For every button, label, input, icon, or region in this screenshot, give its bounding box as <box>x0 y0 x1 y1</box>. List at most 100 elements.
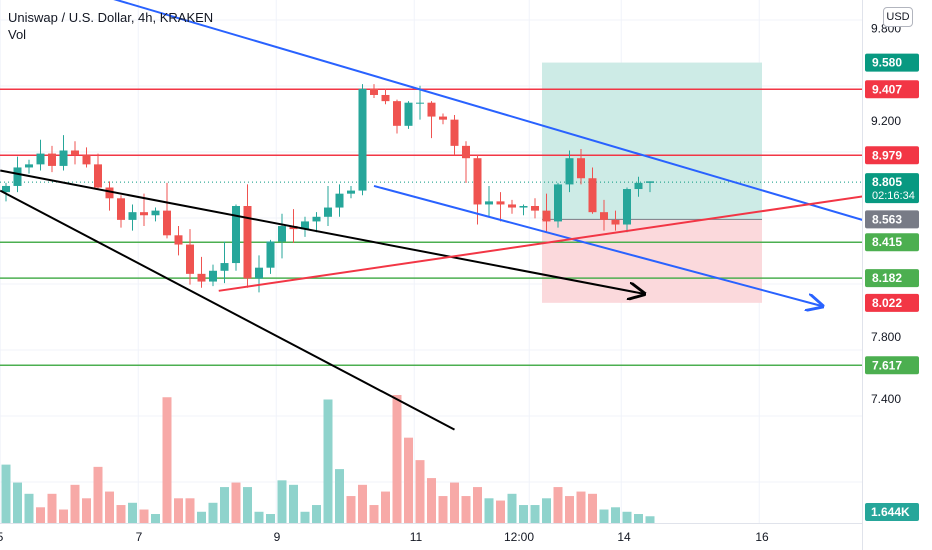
volume-bar <box>197 511 206 523</box>
volume-value-bg <box>865 503 919 521</box>
chart-header: Uniswap / U.S. Dollar, 4h, KRAKEN Vol <box>8 9 213 43</box>
candle <box>577 158 585 179</box>
candle <box>255 267 263 279</box>
volume-bar <box>392 395 402 523</box>
candle <box>496 201 505 205</box>
price-label-countdown: 02:16:34 <box>872 190 915 202</box>
trend-line <box>0 189 455 431</box>
candle <box>128 212 137 220</box>
candle <box>140 212 148 216</box>
volume-bar <box>162 397 172 523</box>
price-label: 8.979 <box>872 148 902 162</box>
candle <box>450 119 459 146</box>
volume-bar <box>323 399 333 523</box>
price-label: 7.617 <box>872 358 902 372</box>
volume-bar <box>128 502 137 523</box>
target-zone <box>542 62 762 220</box>
candle <box>82 155 91 165</box>
volume-bar <box>519 505 528 523</box>
volume-bar <box>622 511 632 523</box>
x-tick-label: 12:00 <box>504 530 534 544</box>
price-label: 9.407 <box>872 82 902 96</box>
volume-bar <box>243 487 252 523</box>
volume-bar <box>277 480 287 523</box>
volume-bar <box>634 514 643 523</box>
volume-bar <box>461 496 471 523</box>
candle <box>48 153 56 166</box>
candle <box>25 164 33 168</box>
currency-button[interactable]: USD <box>883 7 913 27</box>
volume-bar <box>335 469 344 523</box>
volume-bar <box>507 493 517 523</box>
x-tick-label: 5 <box>0 530 4 544</box>
candle <box>439 116 447 120</box>
candle <box>2 185 10 193</box>
plot-area <box>0 0 862 523</box>
candle <box>358 88 367 191</box>
candle <box>151 210 160 216</box>
volume-label[interactable]: Vol <box>8 27 27 42</box>
y-tick-label: 7.400 <box>871 392 901 406</box>
price-label-bg <box>865 80 919 99</box>
volume-bar <box>254 511 264 523</box>
candle <box>324 207 332 217</box>
candle <box>220 263 229 271</box>
volume-bar <box>13 482 22 523</box>
x-tick-label: 7 <box>136 530 143 544</box>
price-label-bg <box>865 210 919 229</box>
volume-bar <box>611 507 620 523</box>
x-tick-label: 11 <box>410 530 423 544</box>
volume-bar <box>208 502 218 523</box>
volume-bar <box>565 496 574 523</box>
volume-bar <box>70 484 80 523</box>
y-tick-label: 7.800 <box>871 330 901 344</box>
candle <box>197 273 206 282</box>
volume-bar <box>289 484 298 523</box>
volume-bar <box>266 514 275 523</box>
candle <box>278 226 286 242</box>
candle <box>611 219 620 225</box>
price-label-bg <box>865 269 919 288</box>
price-label: 8.563 <box>872 212 902 226</box>
volume-bar <box>36 507 45 523</box>
volume-bar <box>24 493 34 523</box>
candle <box>301 221 309 230</box>
volume-bar <box>427 478 436 523</box>
volume-bar <box>82 498 91 523</box>
volume-bar <box>47 493 57 523</box>
candle <box>646 181 654 183</box>
candle <box>347 190 355 194</box>
price-label: 8.805 <box>872 175 902 189</box>
price-label-bg <box>865 53 919 72</box>
candle <box>381 94 390 102</box>
candle <box>554 184 562 222</box>
candle <box>600 212 608 220</box>
price-label-bg <box>865 293 919 312</box>
price-label-bg <box>865 356 919 375</box>
candle <box>105 187 114 199</box>
candle <box>163 210 171 236</box>
candle <box>393 101 401 126</box>
candle <box>519 206 528 208</box>
volume-bar <box>542 498 551 523</box>
volume-bar <box>415 460 425 523</box>
candle <box>462 145 470 159</box>
symbol-title[interactable]: Uniswap / U.S. Dollar, 4h, KRAKEN <box>8 10 214 25</box>
candle <box>36 153 45 165</box>
candle <box>508 204 516 208</box>
candle <box>71 150 79 156</box>
candle <box>59 150 68 166</box>
volume-bar <box>530 505 540 523</box>
candle <box>243 206 252 279</box>
candle <box>542 210 551 222</box>
volume-bar <box>312 505 321 523</box>
volume-bar <box>473 487 482 523</box>
volume-bar <box>346 496 356 523</box>
candle <box>485 201 493 205</box>
candle <box>209 270 217 282</box>
price-label: 8.415 <box>872 235 902 249</box>
candle <box>404 102 413 126</box>
trend-line <box>113 0 862 221</box>
